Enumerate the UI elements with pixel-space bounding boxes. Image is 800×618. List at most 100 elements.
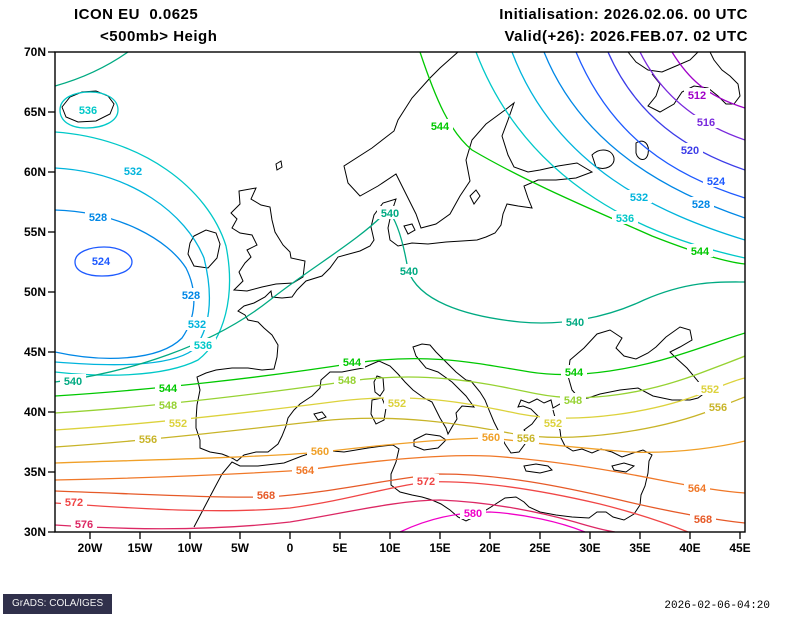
contour-label-text: 572 [417, 476, 435, 488]
contour-group-520 [607, 52, 745, 171]
contour-label-mask [120, 164, 146, 177]
coastline [635, 140, 649, 160]
contour-label-mask [626, 190, 652, 203]
contour-group-528 [55, 52, 745, 359]
contour-label-text: 532 [124, 166, 142, 178]
contour-label-text: 556 [139, 434, 157, 446]
contour-label-text: 580 [464, 508, 482, 520]
contour-line-528 [543, 52, 745, 219]
contour-label-text: 556 [517, 433, 535, 445]
contour-label-mask [478, 430, 504, 443]
plot-area: 512 516 520 524 524 528 528 528 532 532 532 536 536 5… [55, 52, 745, 532]
contour-label-mask [697, 382, 723, 395]
contour-label-564: 564 [292, 463, 318, 477]
coastline-layer [61, 52, 741, 528]
contour-label-mask [562, 315, 588, 328]
contour-label-text: 548 [338, 375, 356, 387]
lat-label: 45N [24, 345, 46, 359]
contour-line-540 [55, 52, 129, 87]
contour-label-540: 540 [562, 315, 588, 329]
contour-label-556: 556 [513, 431, 539, 445]
lat-label: 40N [24, 405, 46, 419]
lon-label: 15E [429, 541, 450, 555]
contour-label-532: 532 [184, 317, 210, 331]
contour-label-536: 536 [190, 338, 216, 352]
contour-group-512 [671, 52, 745, 109]
contour-label-text: 524 [92, 256, 111, 268]
contour-label-text: 548 [159, 400, 177, 412]
contour-group-560 [55, 437, 745, 464]
coastline [193, 409, 653, 528]
contour-label-544: 544 [687, 244, 713, 258]
contour-line-536 [475, 52, 745, 259]
contour-label-mask [384, 396, 410, 409]
contour-label-524: 524 [88, 254, 114, 268]
contour-label-text: 536 [79, 105, 97, 117]
contour-label-text: 516 [697, 117, 715, 129]
contour-label-text: 568 [257, 490, 275, 502]
lat-label: 70N [24, 45, 46, 59]
lon-label: 25E [529, 541, 550, 555]
contour-label-mask [540, 416, 566, 429]
contour-label-mask [155, 398, 181, 411]
lon-label: 0 [287, 541, 294, 555]
contour-label-mask [307, 444, 333, 457]
contour-label-mask [88, 254, 114, 267]
contour-group-580 [399, 511, 586, 532]
lon-label: 35E [629, 541, 650, 555]
contour-label-576: 576 [71, 517, 97, 531]
contour-label-560: 560 [478, 430, 504, 444]
contour-label-552: 552 [384, 396, 410, 410]
contour-label-564: 564 [684, 481, 710, 495]
contour-label-text: 524 [707, 176, 726, 188]
valid-time-label: Valid(+26): 2026.FEB.07. 02 UTC [504, 28, 748, 45]
coastline [523, 463, 553, 474]
contour-label-532: 532 [626, 190, 652, 204]
contour-label-text: 532 [188, 319, 206, 331]
contour-label-text: 552 [169, 418, 187, 430]
contour-label-text: 532 [630, 192, 648, 204]
contour-label-mask [396, 264, 422, 277]
contour-label-552: 552 [697, 382, 723, 396]
contour-group-532 [55, 52, 745, 366]
lon-label: 20E [479, 541, 500, 555]
contour-line-528 [55, 209, 195, 359]
contour-label-528: 528 [178, 288, 204, 302]
contour-label-text: 528 [692, 199, 710, 211]
coastline [469, 189, 481, 205]
lon-label: 20W [78, 541, 103, 555]
contour-label-mask [612, 211, 638, 224]
contour-label-text: 544 [159, 383, 178, 395]
contour-label-text: 560 [482, 432, 500, 444]
contour-label-544: 544 [561, 365, 587, 379]
contour-line-524 [575, 52, 745, 199]
contour-label-mask [687, 244, 713, 257]
contour-label-text: 544 [431, 121, 450, 133]
contour-line-548 [55, 355, 745, 414]
contour-line-532 [55, 167, 210, 366]
contour-label-text: 552 [388, 398, 406, 410]
lon-label: 5E [333, 541, 348, 555]
contour-label-mask [85, 210, 111, 223]
contour-label-548: 548 [334, 373, 360, 387]
contour-label-text: 552 [544, 418, 562, 430]
contour-label-mask [427, 119, 453, 132]
contour-label-520: 520 [677, 143, 703, 157]
lat-label: 50N [24, 285, 46, 299]
contour-label-text: 576 [75, 519, 93, 531]
contour-label-540: 540 [396, 264, 422, 278]
contour-label-text: 528 [182, 290, 200, 302]
contour-label-544: 544 [155, 381, 181, 395]
coastline [591, 149, 615, 169]
contour-label-516: 516 [693, 115, 719, 129]
contour-line-544 [55, 332, 745, 397]
contour-label-568: 568 [253, 488, 279, 502]
contour-label-text: 556 [709, 402, 727, 414]
contour-label-528: 528 [85, 210, 111, 224]
lon-label: 30E [579, 541, 600, 555]
lon-label: 5W [231, 541, 250, 555]
contour-label-552: 552 [540, 416, 566, 430]
contour-label-mask [292, 463, 318, 476]
axes-layer: 70N 65N 60N 55N 50N 45N 40N 35N 30N 20W 15W 10W 5W 0 5… [24, 45, 751, 555]
